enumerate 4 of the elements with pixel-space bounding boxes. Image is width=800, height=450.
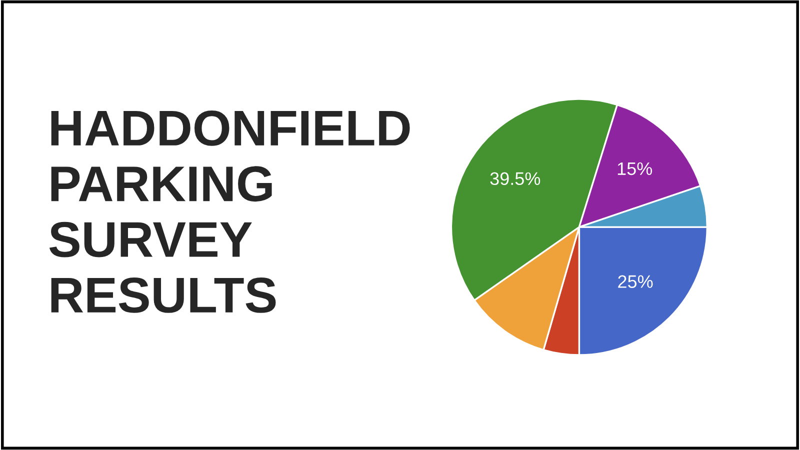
data-label: 39.5% <box>490 172 540 186</box>
data-label: 25% <box>618 275 653 288</box>
text: HADDONFIELD PARKING SURVEY RESULTS <box>49 110 410 313</box>
data-label: 15% <box>618 162 652 176</box>
